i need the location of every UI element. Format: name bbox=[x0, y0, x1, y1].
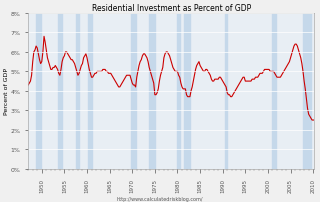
Bar bbox=[184, 14, 190, 169]
Bar bbox=[178, 14, 180, 169]
Bar bbox=[88, 14, 92, 169]
Bar bbox=[36, 14, 41, 169]
Text: http://www.calculatedriskblog.com/: http://www.calculatedriskblog.com/ bbox=[117, 196, 203, 201]
Bar bbox=[272, 14, 276, 169]
Bar bbox=[76, 14, 79, 169]
Bar bbox=[225, 14, 227, 169]
Bar bbox=[149, 14, 155, 169]
Bar bbox=[58, 14, 62, 169]
Title: Residential Investment as Percent of GDP: Residential Investment as Percent of GDP bbox=[92, 4, 251, 13]
Bar bbox=[131, 14, 136, 169]
Bar bbox=[303, 14, 311, 169]
Y-axis label: Percent of GDP: Percent of GDP bbox=[4, 68, 9, 115]
